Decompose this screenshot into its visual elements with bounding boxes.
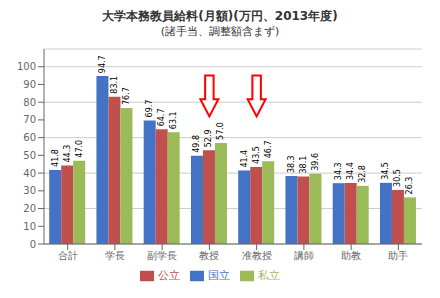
svg-text:52.9: 52.9 — [204, 129, 213, 147]
svg-text:83.1: 83.1 — [110, 76, 119, 94]
svg-text:69.7: 69.7 — [145, 100, 154, 118]
svg-text:44.3: 44.3 — [63, 145, 72, 163]
html-text:国立: 国立 — [208, 269, 230, 282]
svg-text:准教授: 准教授 — [242, 250, 272, 261]
svg-text:教授: 教授 — [199, 250, 219, 261]
svg-text:38.3: 38.3 — [287, 155, 296, 173]
svg-text:76.7: 76.7 — [122, 87, 131, 105]
svg-text:70: 70 — [23, 114, 36, 125]
svg-text:94.7: 94.7 — [98, 55, 107, 73]
svg-text:20: 20 — [23, 203, 36, 214]
svg-text:41.4: 41.4 — [240, 150, 249, 168]
svg-text:50: 50 — [23, 150, 36, 161]
svg-text:32.8: 32.8 — [358, 165, 367, 183]
svg-text:100: 100 — [17, 61, 36, 72]
svg-text:助手: 助手 — [388, 250, 408, 261]
svg-text:41.8: 41.8 — [51, 149, 60, 167]
svg-text:合計: 合計 — [58, 250, 78, 261]
svg-text:80: 80 — [23, 97, 36, 108]
svg-text:学長: 学長 — [105, 250, 125, 261]
html-text:大学本務教員給料(月額)(万円、2013年度): 大学本務教員給料(月額)(万円、2013年度) — [102, 9, 338, 23]
svg-text:47.0: 47.0 — [75, 140, 84, 158]
svg-text:26.3: 26.3 — [405, 177, 414, 195]
svg-text:38.1: 38.1 — [299, 156, 308, 174]
svg-text:90: 90 — [23, 79, 36, 90]
html-text:(諸手当、調整額含まず): (諸手当、調整額含まず) — [160, 25, 280, 38]
svg-text:63.1: 63.1 — [169, 111, 178, 129]
svg-text:副学長: 副学長 — [147, 250, 177, 261]
svg-text:43.5: 43.5 — [252, 146, 261, 164]
svg-text:64.7: 64.7 — [157, 108, 166, 126]
svg-text:49.8: 49.8 — [192, 135, 201, 153]
svg-text:10: 10 — [23, 221, 36, 232]
html-text:私立: 私立 — [258, 269, 280, 282]
svg-text:30.5: 30.5 — [393, 169, 402, 187]
svg-text:34.4: 34.4 — [346, 162, 355, 180]
svg-text:助教: 助教 — [341, 250, 361, 261]
svg-text:40: 40 — [23, 168, 36, 179]
svg-text:講師: 講師 — [294, 250, 314, 261]
svg-text:34.3: 34.3 — [334, 162, 343, 180]
svg-text:57.0: 57.0 — [216, 122, 225, 140]
svg-text:46.7: 46.7 — [264, 140, 273, 158]
svg-text:34.5: 34.5 — [381, 162, 390, 180]
svg-text:30: 30 — [23, 185, 36, 196]
svg-text:39.6: 39.6 — [311, 153, 320, 171]
svg-text:60: 60 — [23, 132, 36, 143]
html-text:公立: 公立 — [158, 269, 180, 282]
svg-text:0: 0 — [30, 239, 36, 250]
